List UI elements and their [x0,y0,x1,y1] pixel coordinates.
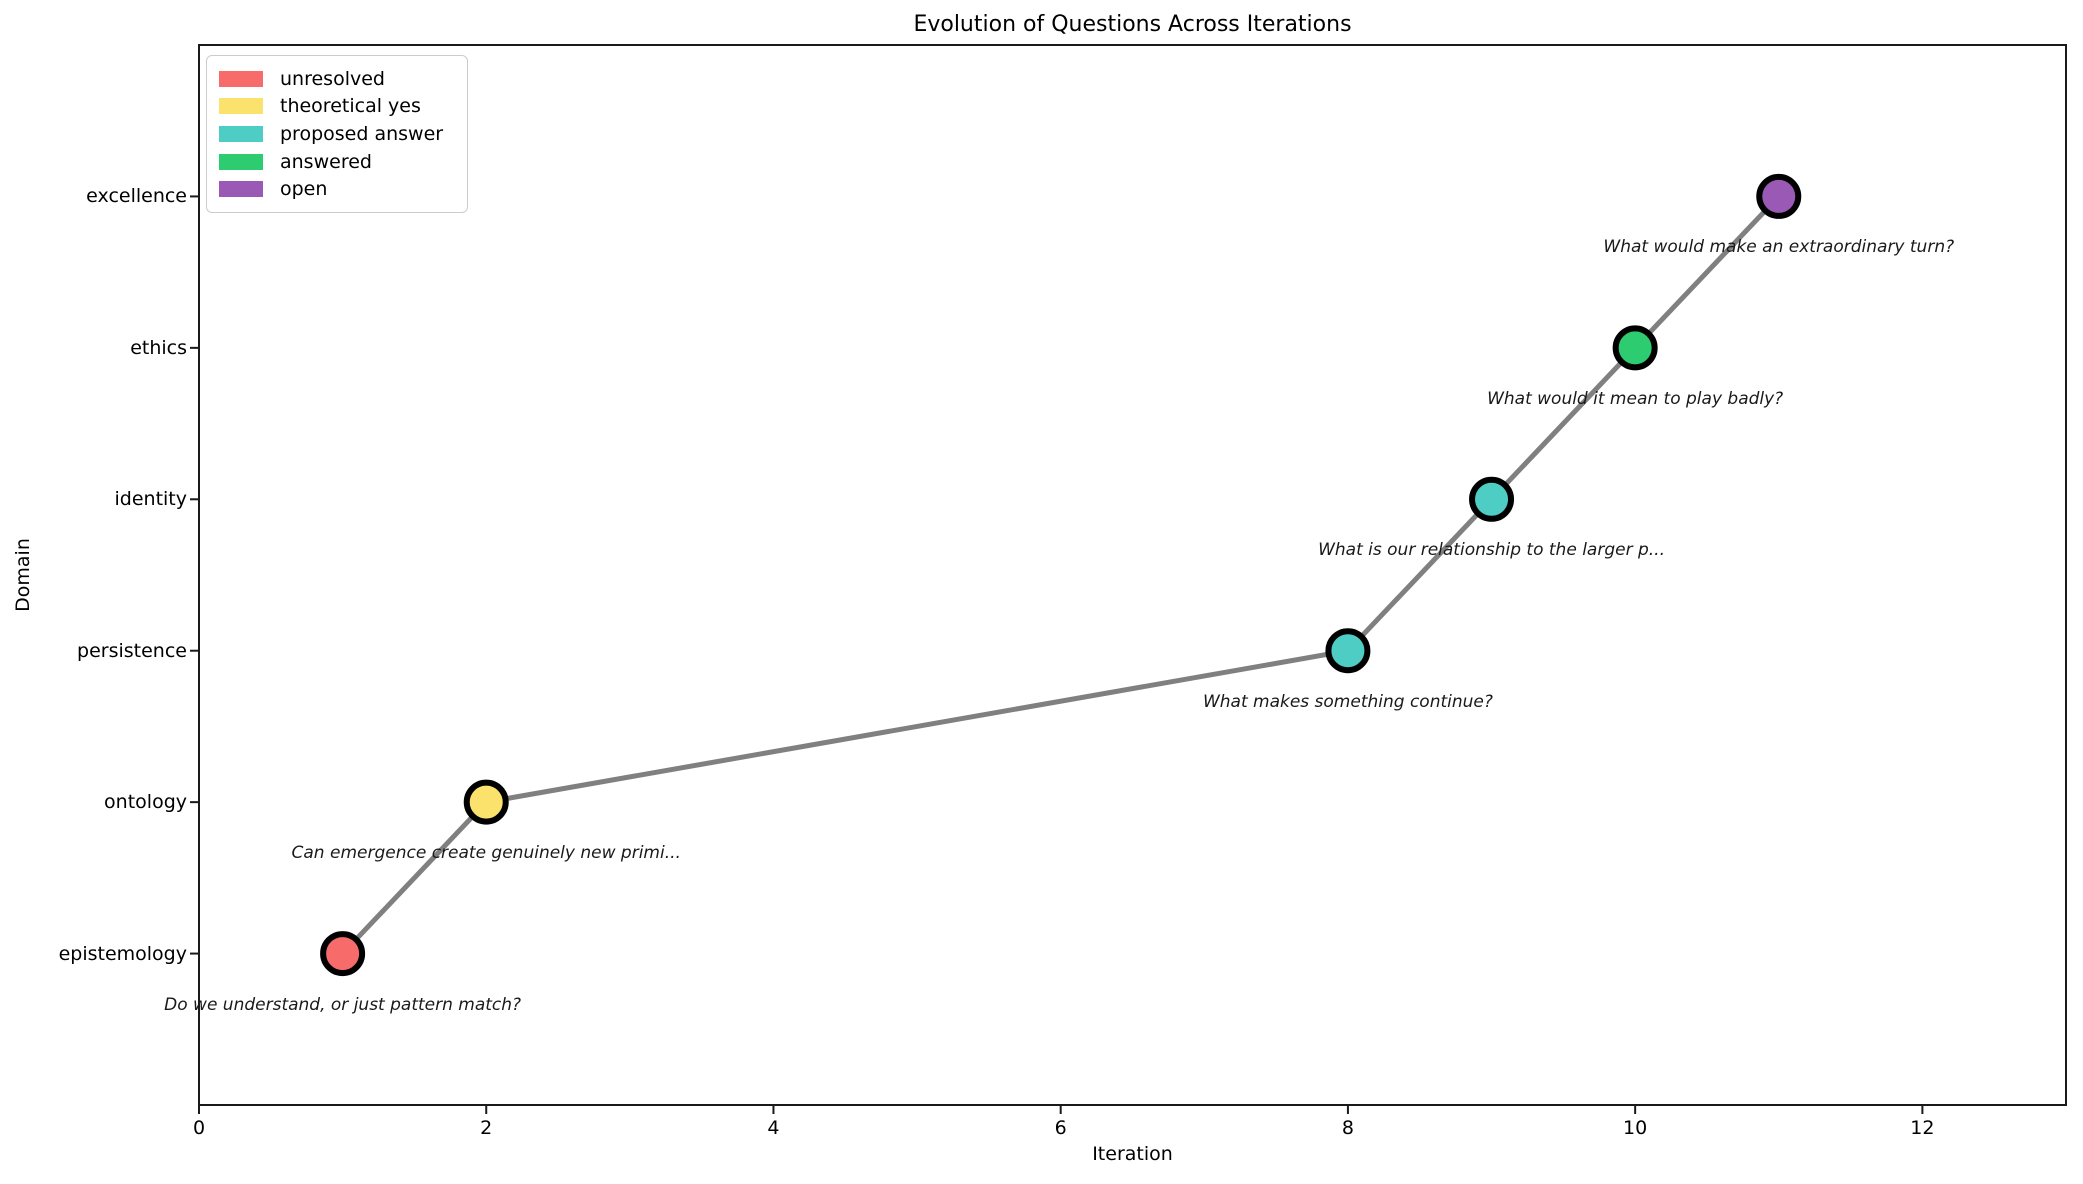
x-tick-label: 2 [480,1117,493,1139]
x-tick-label: 0 [192,1117,206,1139]
legend-label: unresolved [280,67,385,90]
annotation-excellence: What would make an extraordinary turn? [1603,237,1955,258]
legend-row-answered: answered [219,151,455,173]
y-tick-label-ontology: ontology [104,791,187,814]
chart-title: Evolution of Questions Across Iterations [913,12,1352,37]
y-tick-label-persistence: persistence [77,639,187,662]
x-tick-label: 6 [1054,1117,1067,1139]
y-tick-label-identity: identity [114,488,188,511]
data-point-ethics [1612,325,1658,371]
legend-swatch-icon [219,181,263,198]
data-point-excellence [1756,173,1802,219]
annotation-persistence: What makes something continue? [1202,691,1493,712]
annotation-identity: What is our relationship to the larger p… [1318,540,1665,561]
legend-label: open [280,178,328,201]
legend: unresolved theoretical yes proposed answer… [206,55,468,213]
legend-row-open: open [219,178,455,200]
legend-row-proposed-answer: proposed answer [219,123,455,145]
data-point-identity [1469,476,1515,522]
legend-label: proposed answer [280,122,444,145]
legend-swatch-icon [219,153,263,170]
x-tick-label: 8 [1341,1117,1354,1139]
data-point-epistemology [320,931,366,977]
y-tick-label-ethics: ethics [130,336,187,359]
legend-row-theoretical-yes: theoretical yes [219,95,455,117]
annotation-ethics: What would it mean to play badly? [1487,388,1784,409]
legend-swatch-icon [219,70,263,87]
x-tick-label: 12 [1910,1117,1935,1139]
data-point-ontology [463,779,509,825]
x-tick-label: 10 [1623,1117,1648,1139]
data-point-persistence [1325,628,1371,674]
legend-label: answered [280,150,372,173]
legend-label: theoretical yes [280,95,421,118]
axes-frame [198,44,2067,1106]
legend-swatch-icon [219,125,263,142]
connector-line [340,193,1782,957]
y-tick-label-epistemology: epistemology [58,942,187,965]
legend-swatch-icon [219,98,263,115]
y-tick-label-excellence: excellence [86,185,187,208]
x-tick-label: 4 [767,1117,780,1139]
x-axis-label: Iteration [1092,1143,1173,1165]
annotation-epistemology: Do we understand, or just pattern match? [164,994,522,1015]
legend-row-unresolved: unresolved [219,68,455,90]
annotation-ontology: Can emergence create genuinely new primi… [291,843,681,864]
